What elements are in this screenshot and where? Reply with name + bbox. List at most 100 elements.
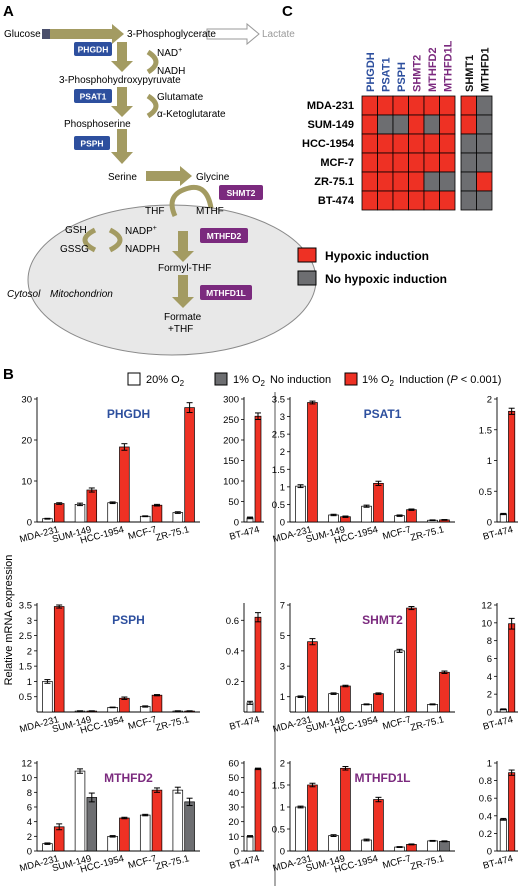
heatmap-col-label: PHGDH (365, 52, 377, 92)
y-tick-label: 3.5 (272, 395, 285, 406)
formate-thf-label: +THF (168, 324, 193, 335)
bar (151, 504, 163, 523)
y-tick-label: 0.6 (479, 794, 492, 805)
bar (151, 694, 163, 713)
heatmap-cell (476, 190, 493, 211)
heatmap-cell (423, 171, 440, 192)
y-tick-label: 0 (487, 518, 492, 529)
arrow-1 (111, 42, 133, 72)
heatmap-cell (377, 190, 394, 211)
bar (439, 840, 450, 852)
serine-glycine-arrow (146, 166, 192, 186)
heatmap-cell (408, 114, 425, 135)
y-tick-label: 0 (27, 847, 32, 858)
nad-curve (146, 49, 159, 75)
heatmap-col-label: PSPH (396, 62, 408, 92)
y-tick-label: 10 (21, 477, 32, 488)
bar (508, 623, 516, 713)
y-tick-label: 8 (487, 636, 492, 647)
heatmap-cell (423, 152, 440, 173)
heatmap-cell (377, 171, 394, 192)
x-tick-label: ZR-75.1 (409, 714, 445, 734)
y-tick-label: 10 (228, 832, 239, 843)
bar (499, 513, 507, 523)
psph-enzyme-box (74, 136, 110, 150)
y-tick-label: 4 (487, 672, 492, 683)
bar (406, 844, 417, 852)
bar (119, 446, 130, 523)
bar (328, 835, 339, 852)
nad-label: NAD+ (157, 47, 182, 59)
y-tick-label: 60 (228, 759, 239, 770)
chart-title: PSPH (112, 613, 145, 627)
y-tick-label: 100 (223, 477, 239, 488)
x-tick-label: ZR-75.1 (409, 853, 445, 873)
y-tick-label: 0.5 (479, 487, 492, 498)
glucose-label: Glucose (4, 29, 41, 40)
y-tick-label: 200 (223, 436, 239, 447)
phgdh-enzyme-box (74, 42, 112, 56)
bar (119, 817, 130, 852)
psph-enzyme-label: PSPH (80, 139, 103, 149)
bar (508, 410, 516, 523)
mthfd1l-enzyme-box (200, 285, 252, 300)
y-tick-label: 10 (481, 618, 492, 629)
y-tick-label: 1.5 (479, 425, 492, 436)
y-tick-label: 0.5 (272, 825, 285, 836)
heatmap-cell (423, 95, 440, 116)
y-tick-label: 0.5 (272, 500, 285, 511)
arrow-2 (111, 87, 133, 117)
bar (439, 671, 450, 713)
shmt2-enzyme-box (219, 185, 263, 200)
y-tick-label: 50 (228, 497, 239, 508)
chart-title: SHMT2 (362, 613, 403, 627)
bar (406, 509, 417, 523)
y-tick-label: 250 (223, 415, 239, 426)
y-tick-label: 50 (228, 773, 239, 784)
x-tick-label: ZR-75.1 (154, 853, 190, 873)
heatmap-cell (361, 133, 378, 154)
heatmap-cell (439, 95, 456, 116)
panel-b-legend: 20% O2 1% O2 No induction 1% O2 Induction … (127, 372, 501, 388)
bar (172, 789, 184, 852)
heatmap-cell (423, 114, 440, 135)
nadph-curve (108, 227, 123, 253)
nadp-plus-label: NADP+ (125, 225, 157, 237)
y-tick-label: 1 (27, 677, 32, 688)
bar (184, 407, 195, 523)
heatmap-cell (460, 133, 477, 154)
bar (307, 784, 318, 852)
y-tick-label: 2 (487, 395, 492, 406)
induction-heatmap: PHGDH PSAT1 PSPH SHMT2 MTHFD2 MTHFD1L SHMT1 MTH… (297, 40, 493, 286)
heatmap-cell (476, 95, 493, 116)
y-tick-label: 0.4 (226, 646, 239, 657)
bar (340, 767, 351, 852)
bar (139, 814, 151, 852)
y-tick-label: 0.2 (479, 829, 492, 840)
panel-label-b: B (3, 366, 14, 383)
formyl-thf-label: Formyl-THF (158, 263, 211, 274)
heatmap-legend-red-label: Hypoxic induction (325, 249, 429, 263)
arrow-mthfd1l (172, 275, 194, 308)
thf-mthf-curve (169, 184, 214, 218)
x-tick-label: MCF-7 (127, 714, 158, 732)
y-tick-label: 20 (228, 817, 239, 828)
gssg-label: GSSG (60, 244, 89, 255)
y-tick-label: 0.8 (479, 776, 492, 787)
bar (361, 839, 372, 852)
x-tick-label: MCF-7 (381, 853, 412, 871)
bar (53, 503, 65, 523)
psat1-enzyme-box (74, 89, 112, 103)
bar (295, 485, 306, 523)
y-tick-label: 6 (487, 654, 492, 665)
heatmap-cell (460, 152, 477, 173)
y-tick-label: 1 (280, 803, 285, 814)
y-tick-label: 30 (21, 395, 32, 406)
glutamate-curve (146, 93, 159, 119)
y-tick-label: 300 (223, 395, 239, 406)
heatmap-cell (361, 190, 378, 211)
